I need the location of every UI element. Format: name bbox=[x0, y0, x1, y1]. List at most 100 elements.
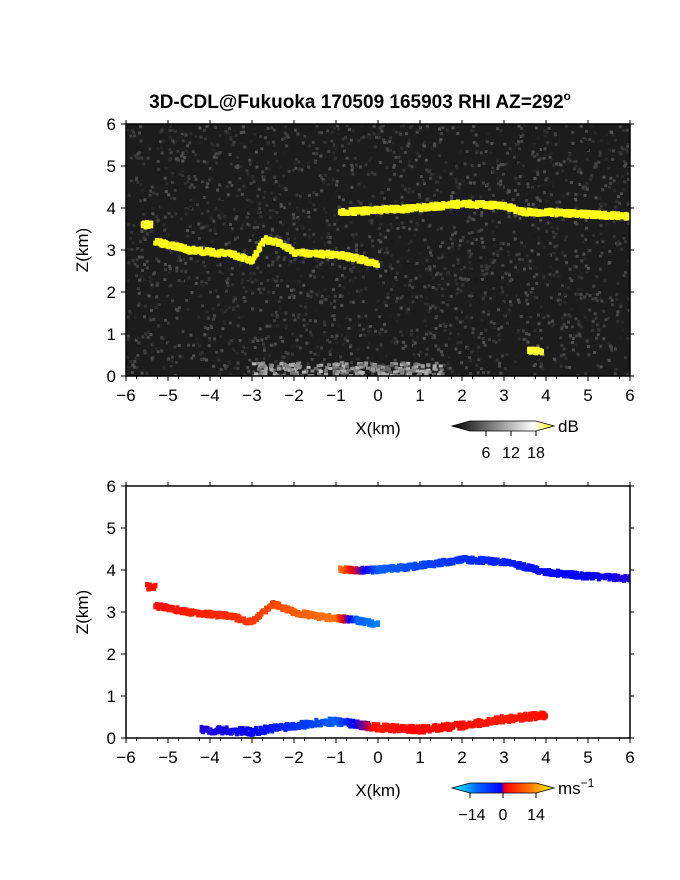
noise-speck bbox=[243, 249, 247, 253]
noise-speck bbox=[300, 163, 304, 167]
noise-speck bbox=[458, 243, 462, 247]
noise-speck bbox=[441, 126, 445, 130]
noise-speck bbox=[355, 244, 359, 248]
noise-speck bbox=[439, 226, 443, 230]
noise-speck bbox=[208, 281, 212, 285]
noise-speck bbox=[194, 281, 198, 285]
noise-speck bbox=[241, 314, 245, 318]
noise-speck bbox=[366, 173, 370, 176]
noise-speck bbox=[320, 346, 323, 350]
noise-speck bbox=[444, 324, 448, 328]
noise-speck bbox=[156, 281, 160, 285]
y-tick-label: 0 bbox=[107, 367, 116, 386]
noise-speck bbox=[528, 266, 532, 270]
noise-speck bbox=[339, 355, 343, 359]
echo-cell bbox=[233, 250, 237, 255]
noise-speck bbox=[398, 264, 402, 268]
noise-speck bbox=[467, 249, 471, 253]
noise-speck bbox=[520, 343, 524, 347]
noise-speck bbox=[410, 329, 414, 333]
noise-speck bbox=[262, 348, 266, 352]
noise-speck bbox=[352, 266, 356, 270]
surface-echo-cell bbox=[325, 366, 329, 370]
noise-speck bbox=[268, 269, 272, 273]
noise-speck bbox=[359, 288, 363, 292]
noise-speck bbox=[327, 194, 331, 198]
noise-speck bbox=[130, 230, 133, 234]
noise-speck bbox=[416, 335, 420, 339]
noise-speck bbox=[574, 334, 578, 338]
noise-speck bbox=[312, 191, 316, 195]
noise-speck bbox=[483, 291, 487, 295]
noise-speck bbox=[514, 177, 518, 181]
surface-echo-cell bbox=[431, 372, 436, 376]
noise-speck bbox=[203, 326, 207, 330]
noise-speck bbox=[271, 277, 275, 281]
noise-speck bbox=[206, 201, 210, 205]
noise-speck bbox=[151, 341, 155, 345]
noise-speck bbox=[205, 310, 209, 314]
noise-speck bbox=[324, 297, 328, 301]
velocity-marks bbox=[145, 555, 630, 737]
noise-speck bbox=[525, 298, 529, 302]
noise-speck bbox=[360, 124, 364, 128]
noise-speck bbox=[175, 269, 179, 273]
surface-echo-cell bbox=[366, 366, 370, 370]
noise-speck bbox=[536, 168, 540, 172]
noise-speck bbox=[438, 176, 442, 180]
noise-speck bbox=[449, 209, 453, 213]
surface-echo-cell bbox=[276, 365, 281, 369]
noise-speck bbox=[562, 353, 566, 357]
noise-speck bbox=[235, 215, 239, 219]
surface-echo-cell bbox=[399, 368, 404, 372]
noise-speck bbox=[347, 291, 351, 295]
noise-speck bbox=[301, 224, 304, 228]
noise-speck bbox=[251, 176, 255, 180]
noise-speck bbox=[562, 365, 566, 369]
noise-speck bbox=[405, 308, 409, 312]
noise-speck bbox=[557, 274, 561, 278]
noise-speck bbox=[619, 303, 623, 307]
noise-speck bbox=[433, 336, 437, 340]
surface-echo-cell bbox=[323, 369, 328, 373]
noise-speck bbox=[495, 184, 499, 188]
noise-speck bbox=[274, 251, 278, 254]
noise-speck bbox=[628, 174, 630, 178]
noise-speck bbox=[536, 344, 540, 348]
noise-speck bbox=[315, 308, 319, 312]
noise-speck bbox=[255, 150, 258, 154]
noise-speck bbox=[268, 209, 272, 212]
noise-speck bbox=[309, 333, 313, 337]
noise-speck bbox=[236, 166, 240, 170]
y-tick-label: 4 bbox=[107, 199, 116, 218]
noise-speck bbox=[195, 337, 199, 341]
surface-echo-cell bbox=[307, 374, 312, 376]
noise-speck bbox=[366, 135, 370, 139]
noise-speck bbox=[363, 185, 366, 189]
noise-speck bbox=[367, 329, 371, 333]
noise-speck bbox=[273, 197, 277, 201]
surface-echo-cell bbox=[304, 369, 309, 373]
noise-speck bbox=[470, 164, 474, 167]
noise-speck bbox=[550, 327, 554, 331]
surface-echo-cell bbox=[310, 374, 315, 376]
noise-speck bbox=[329, 248, 333, 252]
noise-speck bbox=[175, 240, 178, 244]
noise-speck bbox=[451, 245, 454, 249]
noise-speck bbox=[563, 257, 567, 261]
noise-speck bbox=[192, 185, 196, 189]
noise-speck bbox=[160, 342, 164, 346]
noise-speck bbox=[403, 150, 407, 154]
surface-echo-cell bbox=[414, 365, 418, 369]
noise-speck bbox=[517, 252, 521, 256]
noise-speck bbox=[224, 242, 228, 246]
noise-speck bbox=[487, 309, 491, 313]
noise-speck bbox=[585, 339, 589, 343]
noise-speck bbox=[281, 339, 285, 343]
noise-speck bbox=[523, 267, 526, 271]
noise-speck bbox=[529, 330, 533, 334]
noise-speck bbox=[296, 316, 300, 320]
noise-speck bbox=[313, 211, 317, 215]
noise-speck bbox=[287, 237, 290, 241]
noise-speck bbox=[595, 299, 599, 303]
